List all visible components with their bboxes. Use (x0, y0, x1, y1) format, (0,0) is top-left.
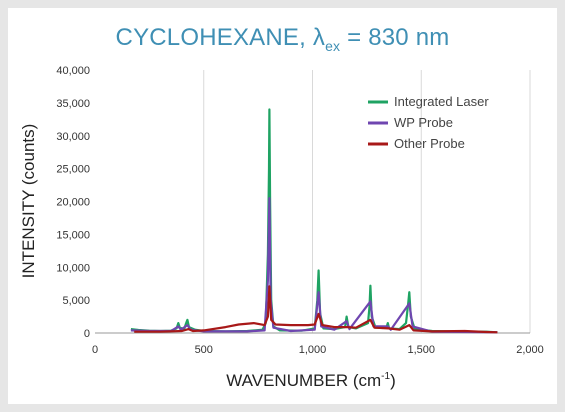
y-tick-labels: 0 5,000 10,000 15,000 20,000 25,000 30,000 35,0… (56, 65, 90, 340)
y-axis-label: INTENSITY (counts) (19, 124, 38, 279)
gridlines (203, 70, 531, 333)
y-tick-label: 25,000 (56, 164, 90, 176)
x-tick-labels: 0 500 1,000 1,500 2,000 (92, 344, 544, 356)
x-tick-label: 2,000 (516, 344, 544, 356)
y-tick-label: 15,000 (56, 229, 90, 241)
series-lines (130, 108, 498, 334)
legend-label: Other Probe (394, 136, 465, 151)
chart-card (8, 8, 557, 404)
legend: Integrated Laser WP Probe Other Probe (368, 94, 489, 151)
y-tick-label: 40,000 (56, 65, 90, 77)
y-tick-label: 10,000 (56, 262, 90, 274)
legend-label: WP Probe (394, 115, 453, 130)
y-tick-label: 30,000 (56, 131, 90, 143)
series-line-wp-probe (130, 197, 498, 334)
y-tick-label: 35,000 (56, 98, 90, 110)
x-tick-label: 0 (92, 344, 98, 356)
x-tick-label: 1,500 (407, 344, 435, 356)
y-tick-label: 0 (84, 328, 90, 340)
series-line-other-probe (134, 285, 498, 334)
x-tick-label: 500 (195, 344, 213, 356)
y-tick-label: 5,000 (62, 295, 90, 307)
x-axis-label: WAVENUMBER (cm-1) (226, 371, 395, 390)
legend-label: Integrated Laser (394, 94, 489, 109)
chart-title: CYCLOHEXANE, λex = 830 nm (115, 24, 450, 54)
y-tick-label: 20,000 (56, 197, 90, 209)
x-tick-label: 1,000 (299, 344, 327, 356)
